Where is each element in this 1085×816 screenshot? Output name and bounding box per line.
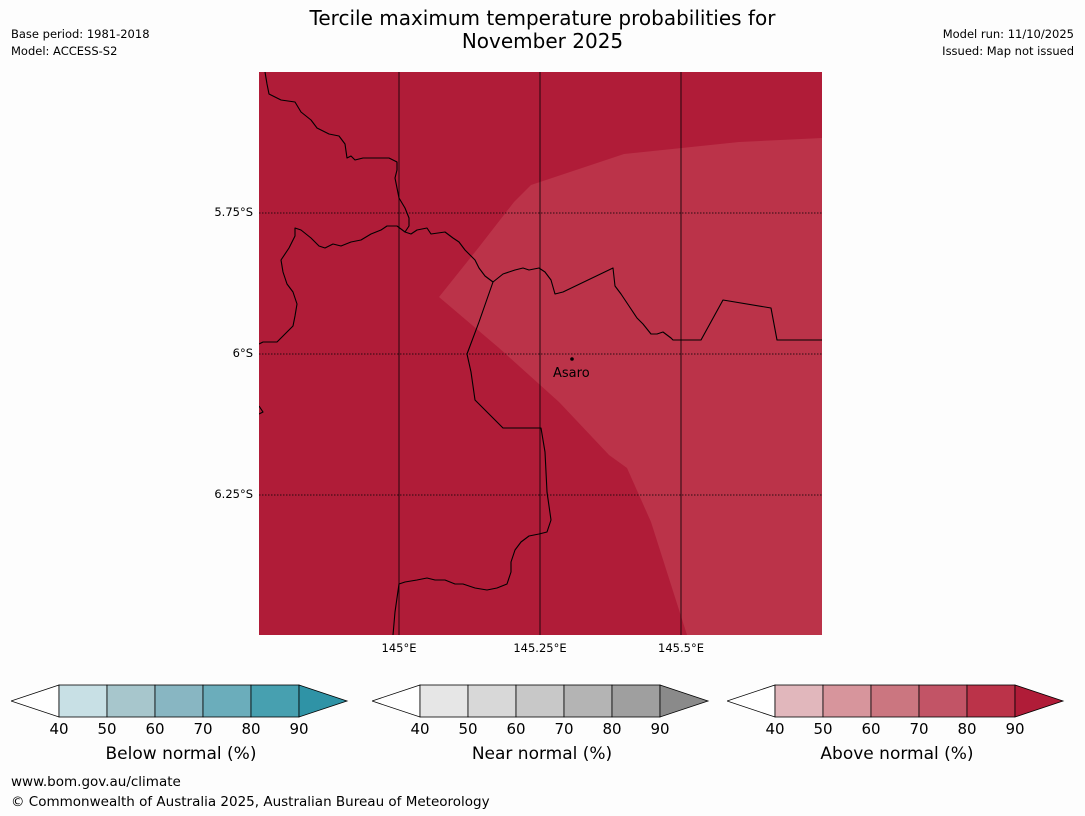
colorbar-segment (870, 684, 920, 718)
colorbar-under-extension (372, 684, 421, 718)
footer-url[interactable]: www.bom.gov.au/climate (11, 774, 181, 790)
title-line-2: November 2025 (461, 29, 624, 53)
boundary-south (392, 281, 552, 635)
colorbar-under-extension (727, 684, 776, 718)
boundary-west-loop (259, 225, 406, 345)
title-line-1: Tercile maximum temperature probabilitie… (309, 6, 776, 30)
lon-label-145-5: 145.5°E (658, 641, 704, 655)
place-label: Asaro (553, 366, 590, 381)
colorbar-segment (774, 684, 824, 718)
colorbar-segment (563, 684, 613, 718)
colorbar-tick-label: 90 (1005, 720, 1025, 738)
colorbar-title-near-normal: Near normal (%) (471, 744, 613, 764)
colorbar-tick-label: 70 (909, 720, 929, 738)
lat-label-6-25: 6.25°S (214, 487, 253, 501)
colorbar-over-extension (1014, 684, 1065, 718)
colorbar-segment (58, 684, 108, 718)
colorbar-title-below-normal: Below normal (%) (105, 744, 257, 764)
colorbar-segment (106, 684, 156, 718)
colorbar-tick-label: 70 (554, 720, 574, 738)
colorbar-segment (966, 684, 1016, 718)
footer-copyright: © Commonwealth of Australia 2025, Austra… (11, 794, 490, 810)
colorbar-over-extension (298, 684, 349, 718)
colorbar-segment (918, 684, 968, 718)
colorbar-over-extension (659, 684, 710, 718)
meta-right: Model run: 11/10/2025 Issued: Map not is… (942, 26, 1074, 60)
meta-left: Base period: 1981-2018 Model: ACCESS-S2 (11, 26, 150, 60)
model-run: Model run: 11/10/2025 (942, 27, 1074, 41)
colorbar-tick-label: 80 (602, 720, 622, 738)
map-title: Tercile maximum temperature probabilitie… (0, 7, 1085, 53)
colorbar-tick-label: 60 (506, 720, 526, 738)
colorbar-tick-label: 50 (97, 720, 117, 738)
colorbar-tick-label: 50 (813, 720, 833, 738)
model-name: Model: ACCESS-S2 (11, 44, 118, 58)
lat-label-5-75: 5.75°S (214, 205, 253, 219)
grid-lines (259, 72, 822, 635)
boundary-north (264, 72, 822, 341)
colorbar-under-extension (11, 684, 60, 718)
province-boundaries (259, 72, 822, 635)
boundary-edge-fragment (259, 405, 264, 415)
colorbar-tick-label: 60 (861, 720, 881, 738)
colorbar-segment (467, 684, 517, 718)
map-panel: Asaro (259, 72, 822, 635)
colorbar-below-normal (11, 684, 349, 718)
colorbar-tick-label: 50 (458, 720, 478, 738)
base-period: Base period: 1981-2018 (11, 27, 150, 41)
issued-status: Issued: Map not issued (942, 44, 1074, 58)
colorbar-segment (611, 684, 661, 718)
colorbar-tick-label: 70 (193, 720, 213, 738)
colorbar-tick-label: 90 (289, 720, 309, 738)
colorbar-tick-label: 80 (957, 720, 977, 738)
colorbar-tick-label: 90 (650, 720, 670, 738)
colorbar-segment (250, 684, 300, 718)
colorbar-tick-label: 60 (145, 720, 165, 738)
colorbar-segment (515, 684, 565, 718)
colorbar-segment (822, 684, 872, 718)
lat-label-6: 6°S (232, 346, 253, 360)
place-marker (570, 357, 574, 361)
colorbar-tick-label: 40 (49, 720, 69, 738)
colorbar-above-normal (727, 684, 1065, 718)
colorbar-segment (154, 684, 204, 718)
colorbar-tick-label: 40 (410, 720, 430, 738)
lon-label-145: 145°E (381, 641, 417, 655)
colorbar-segment (419, 684, 469, 718)
colorbar-title-above-normal: Above normal (%) (820, 744, 974, 764)
colorbar-tick-label: 40 (765, 720, 785, 738)
colorbar-tick-label: 80 (241, 720, 261, 738)
probability-zone-mid (439, 138, 822, 635)
colorbar-near-normal (372, 684, 710, 718)
lon-label-145-25: 145.25°E (513, 641, 567, 655)
colorbar-segment (202, 684, 252, 718)
